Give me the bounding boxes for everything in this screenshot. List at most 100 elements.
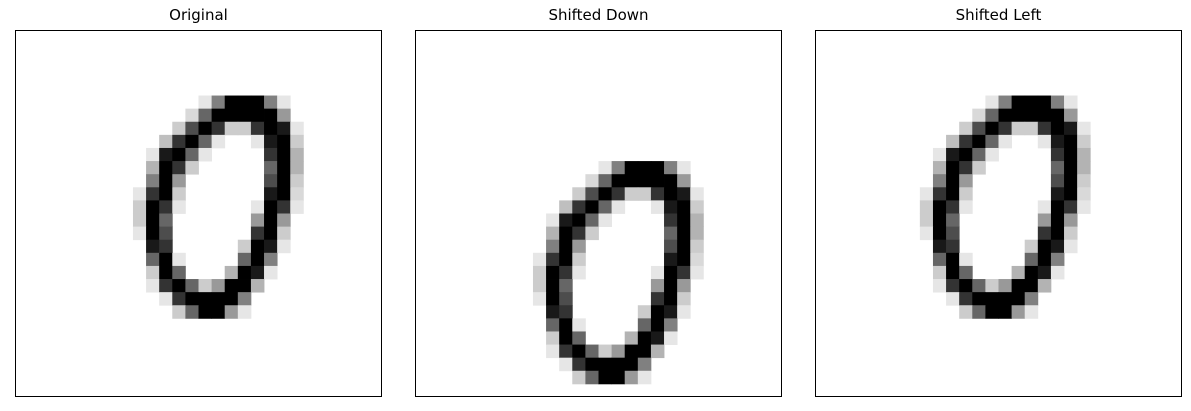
heatmap-cell <box>624 174 639 188</box>
heatmap-cell <box>637 357 652 372</box>
heatmap-cell <box>559 344 573 359</box>
heatmap-cell <box>637 305 652 319</box>
heatmap-cell <box>959 134 973 149</box>
heatmap-cell <box>1050 147 1065 162</box>
heatmap-cell <box>1050 226 1065 241</box>
heatmap-cell <box>664 161 678 175</box>
heatmap-cell <box>972 305 986 319</box>
heatmap-cell <box>572 357 586 372</box>
heatmap-cell <box>585 174 599 188</box>
heatmap-cell <box>946 134 960 149</box>
heatmap-cell <box>172 134 186 149</box>
heatmap-cell <box>159 226 173 241</box>
heatmap-cell <box>1077 121 1091 136</box>
heatmap-cell <box>1024 265 1039 280</box>
heatmap-cell <box>1024 292 1039 306</box>
heatmap-cell <box>277 226 291 241</box>
heatmap-cell <box>946 147 960 162</box>
heatmap-cell <box>172 187 186 201</box>
heatmap-cell <box>185 161 199 175</box>
heatmap-cell <box>290 161 304 175</box>
heatmap-cell <box>664 200 678 214</box>
heatmap-cell <box>919 226 934 241</box>
heatmap-cell <box>664 174 678 188</box>
heatmap-cell <box>959 121 973 136</box>
heatmap-cell <box>585 344 599 359</box>
heatmap-cell <box>546 305 560 319</box>
heatmap-cell <box>664 331 678 345</box>
heatmap-cell <box>1037 239 1052 254</box>
heatmap-cell <box>972 292 986 306</box>
heatmap-cell <box>919 200 934 214</box>
heatmap-cell <box>650 265 665 280</box>
heatmap-cell <box>132 187 147 201</box>
heatmap-cell <box>250 239 265 254</box>
heatmap-cell <box>972 121 986 136</box>
heatmap-cell <box>998 121 1013 136</box>
heatmap-cell <box>532 252 547 267</box>
heatmap-cell <box>611 344 626 359</box>
heatmap-cell <box>132 213 147 228</box>
heatmap-cell <box>264 252 278 267</box>
heatmap-cell <box>277 213 291 228</box>
heatmap-cell <box>250 108 265 123</box>
heatmap-cell <box>546 279 560 293</box>
heatmap-cell <box>237 279 252 293</box>
heatmap-cell <box>611 161 626 175</box>
heatmap-cell <box>624 331 639 345</box>
heatmap-cell <box>172 174 186 188</box>
heatmap-cell <box>1050 187 1065 201</box>
heatmap-cell <box>1064 239 1078 254</box>
heatmap-cell <box>690 213 704 228</box>
heatmap-cell <box>998 134 1013 149</box>
heatmap-cell <box>946 213 960 228</box>
heatmap-cell <box>1037 226 1052 241</box>
heatmap-cell <box>264 213 278 228</box>
heatmap-cell <box>650 174 665 188</box>
heatmap-cell <box>1011 279 1026 293</box>
heatmap-cell <box>1037 265 1052 280</box>
heatmap-cell <box>264 239 278 254</box>
heatmap-cell <box>1050 200 1065 214</box>
heatmap-cell <box>985 279 999 293</box>
heatmap-cell <box>159 161 173 175</box>
heatmap-cell <box>264 187 278 201</box>
heatmap-cell <box>650 292 665 306</box>
heatmap-cell <box>185 279 199 293</box>
heatmap-cell <box>198 292 213 306</box>
heatmap-cell <box>1050 174 1065 188</box>
heatmap-cell <box>972 279 986 293</box>
heatmap-cell <box>1077 200 1091 214</box>
heatmap-cell <box>546 252 560 267</box>
heatmap-cell <box>1050 161 1065 175</box>
heatmap-cell <box>277 187 291 201</box>
heatmap-cell <box>237 239 252 254</box>
heatmap-cell <box>237 108 252 123</box>
heatmap-cell <box>998 108 1013 123</box>
heatmap-cell <box>959 200 973 214</box>
heatmap-cell <box>172 200 186 214</box>
heatmap-cell <box>572 187 586 201</box>
heatmap-cell <box>1011 292 1026 306</box>
heatmap-cell <box>637 174 652 188</box>
heatmap-cell <box>185 134 199 149</box>
heatmap-cell <box>677 174 691 188</box>
heatmap-cell <box>277 239 291 254</box>
heatmap-cell <box>959 187 973 201</box>
heatmap-cell <box>559 279 573 293</box>
heatmap-cell <box>546 226 560 241</box>
heatmap-cell <box>598 213 613 228</box>
heatmap-cell <box>637 318 652 332</box>
heatmap-cell <box>585 187 599 201</box>
heatmap-cell <box>1064 108 1078 123</box>
heatmap-cell <box>277 95 291 110</box>
axes-frame <box>15 30 382 397</box>
heatmap-cell <box>624 161 639 175</box>
heatmap-cell <box>132 200 147 214</box>
heatmap-cell <box>598 344 613 359</box>
heatmap-cell <box>277 121 291 136</box>
heatmap-cell <box>146 213 160 228</box>
heatmap-cell <box>172 252 186 267</box>
heatmap-cell <box>1064 226 1078 241</box>
heatmap-cell <box>972 161 986 175</box>
